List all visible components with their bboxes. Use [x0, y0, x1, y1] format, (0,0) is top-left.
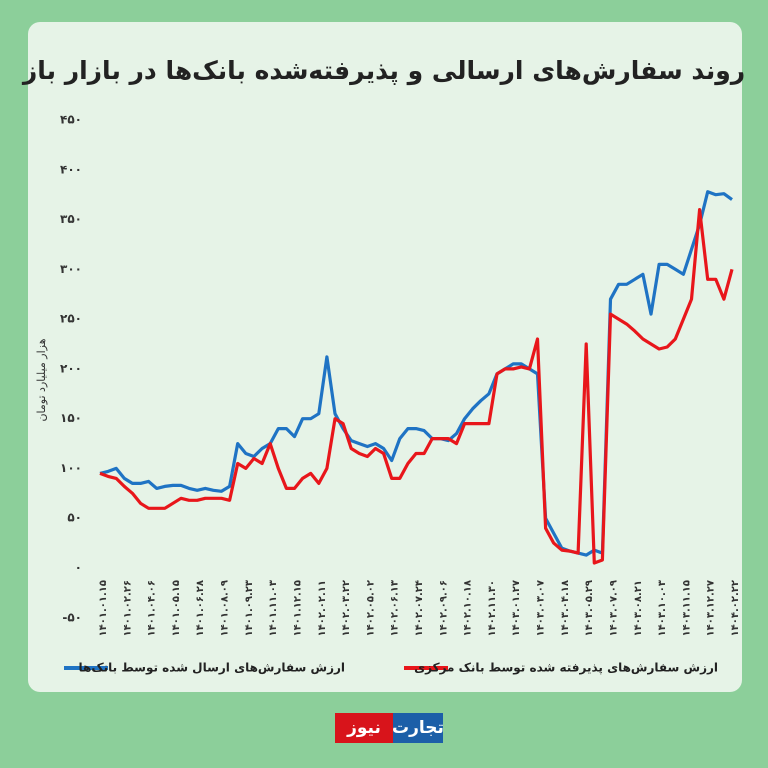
- x-tick-label: ۱۴۰۳.۰۴.۱۸: [560, 580, 571, 636]
- brand-box-red: [335, 713, 393, 743]
- y-tick-label: ۰: [75, 561, 82, 575]
- x-tick-label: ۱۴۰۳.۰۵.۲۹: [584, 580, 595, 636]
- brand-text: نیوز: [346, 718, 381, 738]
- x-tick-label: ۱۴۰۲.۱۱.۳۰: [487, 580, 498, 636]
- x-tick-label: ۱۴۰۱.۱۱.۰۳: [268, 580, 279, 636]
- x-tick-label: ۱۴۰۱.۰۱.۱۵: [98, 580, 109, 636]
- x-tick-label: ۱۴۰۳.۰۳.۰۷: [536, 580, 547, 636]
- y-tick-label: ۲۰۰: [60, 361, 82, 375]
- legend-label: ارزش سفارش‌های ارسال شده توسط بانک‌ها: [79, 661, 345, 676]
- x-tick-label: ۱۴۰۳.۱۱.۱۵: [681, 580, 692, 636]
- y-axis-label: هزار میلیارد تومان: [35, 338, 48, 421]
- y-tick-label: ۱۰۰: [60, 461, 82, 475]
- y-tick-label: ۴۵۰: [60, 113, 82, 127]
- x-tick-label: ۱۴۰۲.۰۵.۰۲: [365, 580, 376, 636]
- x-tick-label: ۱۴۰۲.۰۳.۲۲: [341, 580, 352, 636]
- y-tick-label: ۱۵۰: [60, 411, 82, 425]
- brand-box-blue: [393, 713, 443, 743]
- x-tick-label: ۱۴۰۴.۰۲.۲۲: [730, 580, 741, 636]
- y-tick-label: ۳۰۰: [60, 262, 82, 276]
- chart-title: روند سفارش‌های ارسالی و پذیرفته‌شده بانک…: [21, 56, 745, 86]
- x-tick-label: ۱۴۰۱.۰۶.۲۸: [195, 580, 206, 636]
- x-tick-label: ۱۴۰۱.۰۹.۲۳: [244, 580, 255, 636]
- x-tick-label: ۱۴۰۱.۰۲.۲۶: [122, 580, 133, 636]
- x-tick-label: ۱۴۰۲.۰۷.۲۴: [414, 580, 425, 636]
- x-tick-label: ۱۴۰۳.۰۷.۰۹: [608, 580, 619, 636]
- x-tick-label: ۱۴۰۲.۱۰.۱۸: [463, 580, 474, 636]
- series-line: [99, 190, 733, 557]
- legend: ارزش سفارش‌های ارسال شده توسط بانک‌ها ارز…: [64, 661, 718, 676]
- y-tick-label: -۵۰: [62, 610, 82, 624]
- x-tick-label: ۱۴۰۲.۰۲.۱۱: [317, 580, 328, 636]
- x-tick-label: ۱۴۰۱.۰۴.۰۶: [147, 580, 158, 636]
- x-tick-label: ۱۴۰۳.۱۰.۰۳: [657, 580, 668, 636]
- x-tick-label: ۱۴۰۲.۰۹.۰۶: [438, 580, 449, 636]
- x-tick-label: ۱۴۰۳.۰۱.۲۷: [511, 580, 522, 636]
- x-tick-label: ۱۴۰۱.۱۲.۱۵: [292, 580, 303, 636]
- panel: [28, 22, 742, 692]
- y-tick-label: ۲۵۰: [60, 312, 82, 326]
- y-tick-label: ۳۵۰: [60, 212, 82, 226]
- series-line: [99, 208, 734, 565]
- y-tick-label: ۵۰: [67, 511, 82, 525]
- x-tick-label: ۱۴۰۲.۰۶.۱۳: [390, 580, 401, 636]
- x-tick-label: ۱۴۰۱.۰۵.۱۵: [171, 580, 182, 636]
- x-tick-label: ۱۴۰۳.۱۲.۲۷: [706, 580, 717, 636]
- brand-text: تجارت: [392, 718, 444, 738]
- y-tick-label: ۴۰۰: [60, 162, 82, 176]
- x-tick-label: ۱۴۰۱.۰۸.۰۹: [220, 580, 231, 636]
- x-tick-label: ۱۴۰۳.۰۸.۲۱: [633, 580, 644, 636]
- legend-label: ارزش سفارش‌های پذیرفته شده توسط بانک مرک…: [414, 661, 718, 676]
